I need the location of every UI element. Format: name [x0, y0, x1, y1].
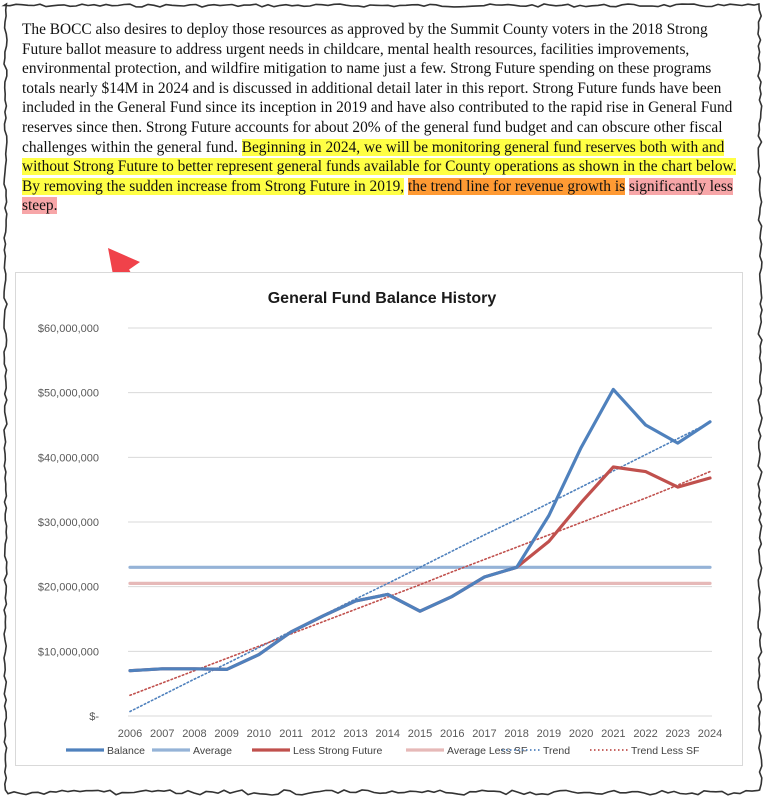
x-tick-label: 2017 — [472, 728, 496, 740]
body-paragraph: The BOCC also desires to deploy those re… — [22, 20, 742, 216]
x-tick-label: 2010 — [247, 728, 271, 740]
y-tick-label: $20,000,000 — [38, 582, 99, 594]
legend-label: Balance — [107, 745, 145, 757]
x-tick-label: 2011 — [279, 728, 303, 740]
y-tick-label: $50,000,000 — [38, 388, 99, 400]
x-tick-label: 2007 — [150, 728, 174, 740]
x-tick-label: 2016 — [440, 728, 464, 740]
x-tick-label: 2008 — [182, 728, 206, 740]
x-tick-label: 2014 — [376, 728, 400, 740]
x-tick-label: 2013 — [343, 728, 367, 740]
x-tick-label: 2012 — [311, 728, 335, 740]
legend-label: Average — [193, 745, 232, 757]
x-tick-label: 2009 — [214, 728, 238, 740]
page-edge — [1, 2, 763, 796]
legend-label: Trend Less SF — [631, 745, 699, 757]
chart-title: General Fund Balance History — [268, 290, 497, 307]
y-tick-label: $40,000,000 — [38, 452, 99, 464]
legend-label: Average Less SF — [447, 745, 527, 757]
legend-label: Trend — [543, 745, 570, 757]
x-tick-label: 2019 — [537, 728, 561, 740]
highlight-orange-text: the trend line for revenue growth is — [408, 177, 626, 195]
x-tick-label: 2023 — [666, 728, 690, 740]
y-tick-label: $- — [89, 711, 99, 723]
x-tick-label: 2020 — [569, 728, 593, 740]
x-tick-label: 2015 — [408, 728, 432, 740]
y-tick-label: $10,000,000 — [38, 646, 99, 658]
x-tick-label: 2024 — [698, 728, 722, 740]
x-tick-label: 2021 — [601, 728, 625, 740]
legend-label: Less Strong Future — [293, 745, 382, 757]
y-tick-label: $30,000,000 — [38, 517, 99, 529]
series-line-trend — [129, 421, 711, 713]
line-chart: General Fund Balance History $- $10,000,0… — [38, 290, 722, 757]
x-tick-label: 2022 — [633, 728, 657, 740]
series-line-balance — [128, 387, 712, 673]
x-tick-label: 2018 — [504, 728, 528, 740]
y-tick-label: $60,000,000 — [38, 323, 99, 335]
paragraph-plain-text: The BOCC also desires to deploy those re… — [22, 21, 733, 156]
chart-container: General Fund Balance History $- $10,000,0… — [15, 272, 743, 766]
series-line-trend-less-sf — [129, 470, 711, 697]
x-tick-label: 2006 — [118, 728, 142, 740]
